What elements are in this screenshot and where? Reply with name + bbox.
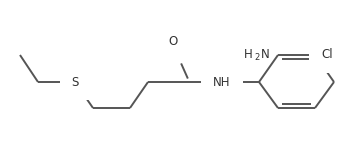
Text: Cl: Cl — [321, 48, 333, 61]
Text: H: H — [244, 48, 253, 61]
Text: N: N — [261, 48, 270, 61]
Text: 2: 2 — [254, 54, 259, 62]
Text: NH: NH — [213, 76, 231, 88]
Text: O: O — [168, 35, 178, 48]
Text: S: S — [71, 76, 79, 88]
